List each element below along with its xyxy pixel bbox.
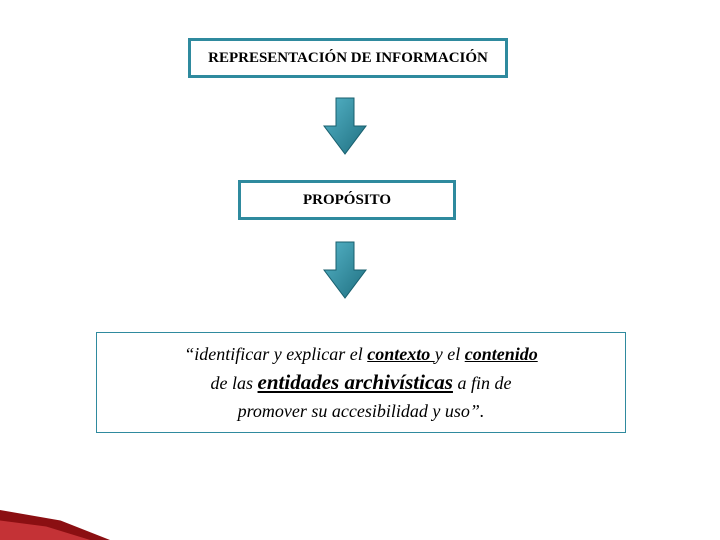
down-arrow-icon: [322, 96, 368, 156]
definition-line-2: de las entidades archivísticas a fin de: [111, 367, 611, 397]
corner-accent-icon: [0, 510, 110, 540]
title-box-text: REPRESENTACIÓN DE INFORMACIÓN: [208, 50, 488, 67]
title-box-text: PROPÓSITO: [303, 192, 391, 209]
definition-text: de las: [211, 373, 258, 393]
definition-text: y el: [435, 344, 465, 364]
definition-emphasis-contenido: contenido: [465, 344, 538, 364]
title-box-representacion: REPRESENTACIÓN DE INFORMACIÓN: [188, 38, 508, 78]
definition-line-3: promover su accesibilidad y uso”.: [111, 398, 611, 424]
definition-line-1: “identificar y explicar el contexto y el…: [111, 341, 611, 367]
definition-box: “identificar y explicar el contexto y el…: [96, 332, 626, 433]
definition-emphasis-entidades: entidades archivísticas: [258, 370, 453, 394]
definition-text: promover su accesibilidad y uso”.: [238, 401, 485, 421]
definition-text: “identificar y explicar el: [184, 344, 367, 364]
title-box-proposito: PROPÓSITO: [238, 180, 456, 220]
definition-text: a fin de: [453, 373, 512, 393]
down-arrow-icon: [322, 240, 368, 300]
definition-emphasis-contexto: contexto: [367, 344, 435, 364]
